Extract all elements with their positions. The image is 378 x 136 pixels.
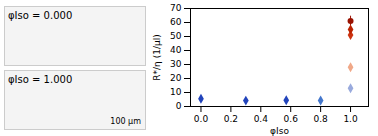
svg-text:1.0: 1.0: [343, 114, 358, 124]
svg-text:R*/η (1/μl): R*/η (1/μl): [152, 34, 162, 80]
svg-text:0.2: 0.2: [224, 114, 238, 124]
svg-text:60: 60: [170, 17, 182, 27]
svg-text:30: 30: [170, 59, 182, 69]
svg-text:0.6: 0.6: [284, 114, 299, 124]
html-text:100 μm: 100 μm: [110, 117, 141, 126]
html-text:φIso = 1.000: φIso = 1.000: [8, 74, 73, 85]
svg-text:50: 50: [170, 31, 182, 41]
svg-text:0: 0: [176, 101, 182, 111]
svg-text:0.0: 0.0: [194, 114, 209, 124]
svg-text:40: 40: [170, 45, 182, 55]
svg-text:φIso: φIso: [270, 126, 289, 136]
svg-text:0.4: 0.4: [254, 114, 269, 124]
svg-text:20: 20: [170, 73, 182, 83]
svg-text:0.8: 0.8: [313, 114, 328, 124]
svg-text:10: 10: [170, 87, 182, 97]
html-text:φIso = 0.000: φIso = 0.000: [8, 10, 73, 21]
svg-text:70: 70: [170, 3, 182, 13]
